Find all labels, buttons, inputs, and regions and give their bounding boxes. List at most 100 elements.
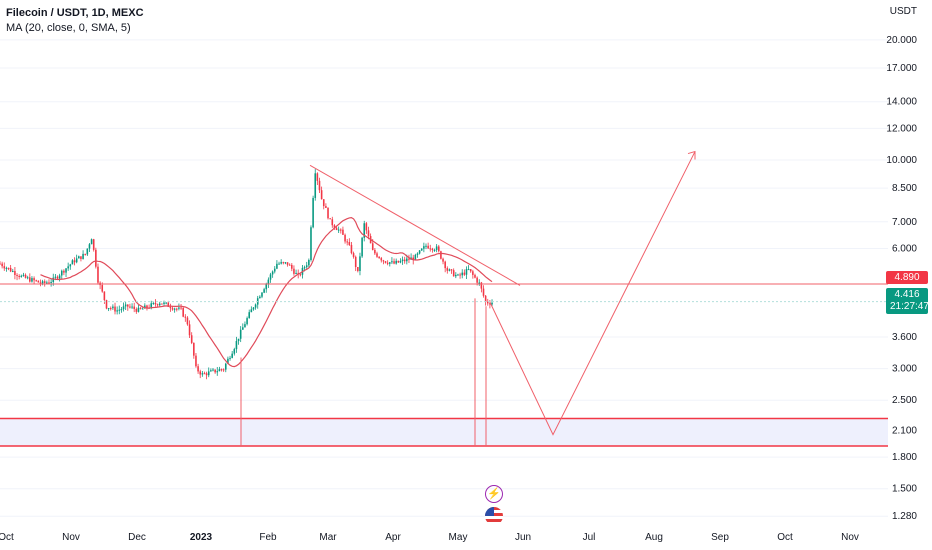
candle-body [442, 258, 444, 262]
candle-body [14, 271, 16, 276]
candle-body [92, 239, 95, 250]
candle-body [380, 258, 383, 261]
candle-body [224, 363, 227, 370]
candle-body [393, 261, 395, 264]
candle-body [173, 308, 176, 310]
candle-body [459, 274, 461, 276]
chart-legend: Filecoin / USDT, 1D, MEXC MA (20, close,… [6, 6, 144, 36]
candle-body [154, 302, 157, 305]
x-tick-label: 2023 [190, 532, 213, 543]
candle-body [278, 263, 280, 265]
candle-body [350, 244, 353, 254]
candle-body [214, 369, 216, 373]
candle-body [455, 274, 457, 277]
candle-body [465, 269, 468, 275]
candle-body [476, 277, 478, 283]
candle-body [448, 269, 451, 271]
candle-body [357, 267, 359, 271]
candle-body [342, 229, 344, 235]
candle-body [461, 272, 464, 276]
projection-path [489, 151, 696, 436]
candle-body [406, 258, 408, 262]
candle-body [286, 262, 289, 265]
candle-body [310, 227, 312, 261]
candle-body [60, 270, 63, 276]
candle-body [90, 239, 93, 245]
candle-body [137, 307, 140, 312]
candle-body [363, 223, 366, 238]
candle-body [348, 242, 351, 245]
candle-body [450, 269, 453, 271]
candle-body [318, 180, 321, 191]
x-tick-label: Feb [259, 532, 277, 543]
candle-body [480, 282, 483, 289]
candle-body [107, 308, 110, 310]
candle-body [303, 267, 306, 269]
candle-body [384, 261, 387, 263]
candle-body [95, 249, 97, 267]
candle-body [67, 266, 69, 269]
candle-body [227, 358, 229, 364]
candle-body [329, 218, 331, 220]
candle-body [314, 173, 317, 198]
candle-body [218, 369, 221, 372]
candle-body [26, 277, 29, 279]
candle-body [237, 338, 240, 342]
candle-body [65, 268, 67, 273]
candle-body [20, 275, 23, 277]
candle-body [16, 275, 18, 277]
candle-body [105, 300, 108, 309]
candle-body [316, 173, 319, 181]
x-tick-label: Sep [711, 532, 729, 543]
candle-body [88, 244, 91, 249]
candle-body [156, 304, 159, 306]
candle-body [69, 264, 72, 267]
candle-body [78, 256, 80, 259]
y-tick-label: 20.000 [886, 35, 917, 46]
candle-body [56, 276, 59, 279]
candle-body [433, 249, 436, 251]
candle-body [427, 245, 429, 249]
x-tick-label: Dec [128, 532, 146, 543]
candle-body [5, 267, 8, 269]
y-tick-label: 12.000 [886, 123, 917, 134]
candle-body [440, 251, 442, 259]
candle-body [235, 341, 238, 350]
candle-body [344, 234, 346, 242]
ma-indicator-label[interactable]: MA (20, close, 0, SMA, 5) [6, 22, 131, 34]
candle-body [359, 256, 361, 271]
candle-body [152, 302, 155, 304]
candle-body [252, 307, 255, 310]
candle-body [184, 316, 187, 318]
candle-body [50, 282, 52, 284]
candle-body [259, 296, 261, 299]
x-tick-label: Jul [583, 532, 596, 543]
candle-body [7, 267, 10, 269]
lightning-icon[interactable]: ⚡ [485, 485, 503, 503]
candle-body [444, 261, 446, 269]
candle-body [190, 335, 193, 343]
candle-body [195, 355, 197, 367]
candle-body [267, 279, 270, 285]
candle-body [312, 197, 314, 228]
x-tick-label: Nov [841, 532, 859, 543]
candle-body [24, 274, 27, 278]
candle-body [435, 246, 438, 250]
candle-body [135, 308, 138, 312]
candle-body [199, 371, 202, 375]
candle-body [271, 271, 274, 275]
candle-body [58, 275, 61, 279]
candle-body [431, 248, 434, 250]
candle-body [216, 371, 219, 373]
candle-body [269, 274, 272, 280]
us-flag-icon[interactable] [485, 507, 503, 525]
candle-body [254, 304, 257, 308]
candle-body [201, 373, 204, 375]
candle-body [43, 281, 46, 283]
candle-body [429, 248, 432, 250]
candle-body [75, 258, 78, 263]
candle-body [116, 310, 118, 312]
candle-body [242, 327, 244, 330]
symbol-title[interactable]: Filecoin / USDT, 1D, MEXC [6, 7, 144, 19]
